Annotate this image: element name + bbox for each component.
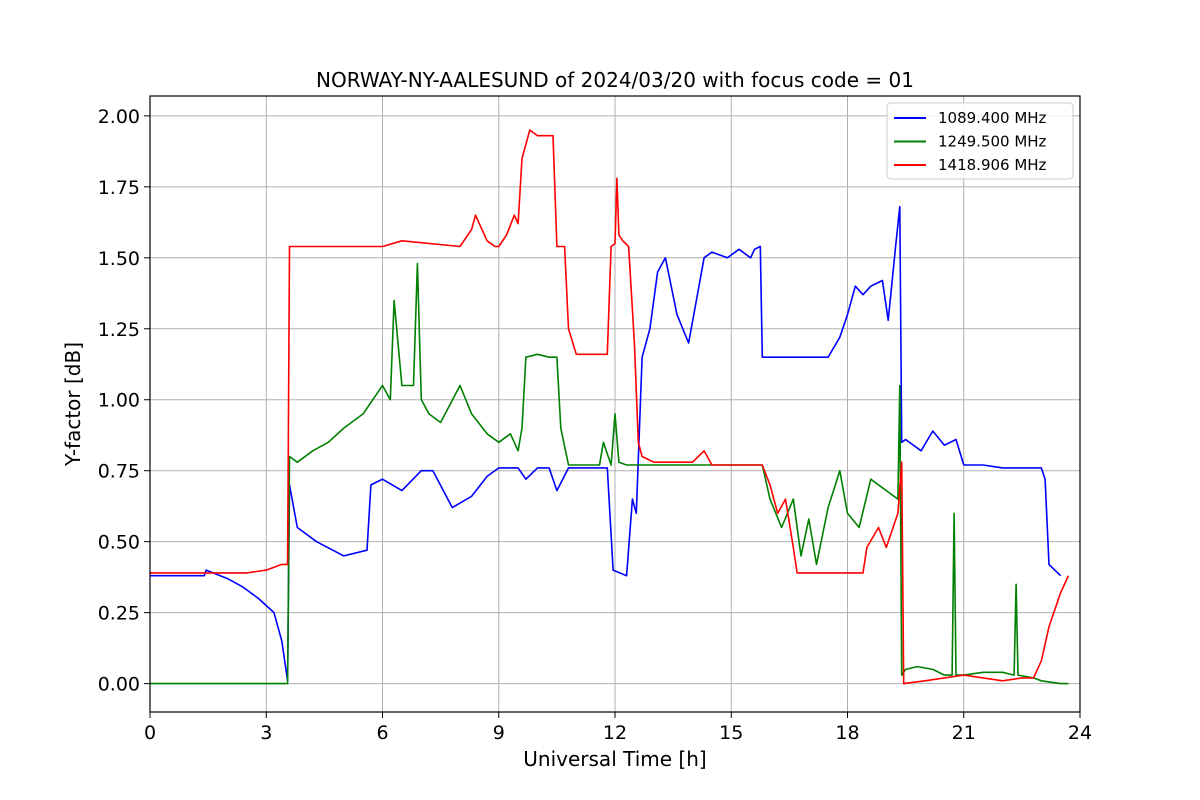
series-line-3	[150, 129, 1070, 685]
legend-label-2: 1249.500 MHz	[938, 133, 1047, 151]
y-tick-label: 1.00	[98, 390, 140, 412]
grid-layer	[149, 96, 1081, 712]
x-tick-label: 6	[376, 722, 388, 744]
series-layer	[150, 129, 1070, 685]
ticks-layer: 0 3 6 9 12 15 18 21 24 0.00 0.25 0.50 0.75 1.00 1.25 1.…	[98, 106, 1092, 744]
x-tick-label: 3	[260, 722, 272, 744]
x-tick-label: 21	[952, 722, 976, 744]
chart-title: NORWAY-NY-AALESUND of 2024/03/20 with fo…	[316, 68, 914, 92]
legend-label-1: 1089.400 MHz	[938, 109, 1047, 127]
y-tick-label: 0.00	[98, 674, 140, 696]
legend: 1089.400 MHz 1249.500 MHz 1418.906 MHz	[886, 102, 1074, 180]
series-line-2	[150, 262, 1069, 685]
y-axis-label: Y-factor [dB]	[61, 342, 85, 467]
y-tick-label: 0.25	[98, 603, 140, 625]
x-tick-label: 9	[493, 722, 505, 744]
y-tick-label: 1.25	[98, 319, 140, 341]
y-tick-label: 0.75	[98, 461, 140, 483]
x-tick-label: 0	[144, 722, 156, 744]
x-axis-label: Universal Time [h]	[523, 747, 706, 771]
x-tick-label: 18	[835, 722, 859, 744]
x-tick-label: 24	[1068, 722, 1092, 744]
y-tick-label: 2.00	[98, 106, 140, 128]
series-line-1	[150, 205, 1062, 682]
x-tick-label: 15	[719, 722, 743, 744]
y-tick-label: 1.50	[98, 248, 140, 270]
legend-label-3: 1418.906 MHz	[938, 156, 1047, 174]
legend-entries: 1089.400 MHz 1249.500 MHz 1418.906 MHz	[894, 109, 1047, 174]
y-tick-label: 0.50	[98, 532, 140, 554]
x-tick-label: 12	[603, 722, 627, 744]
y-tick-label: 1.75	[98, 177, 140, 199]
legend-box	[886, 102, 1074, 180]
